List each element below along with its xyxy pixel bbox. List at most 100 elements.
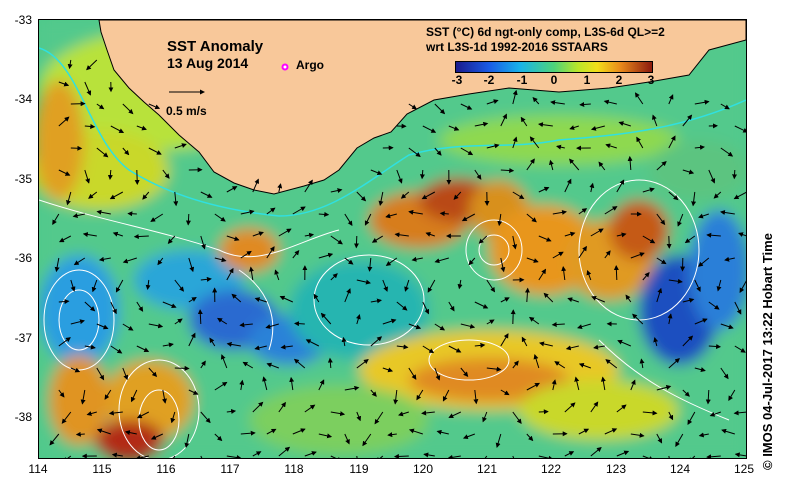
current-vector-arrow	[239, 322, 253, 328]
current-vector-arrow	[375, 455, 384, 458]
current-vector-arrow	[318, 433, 333, 439]
current-vector-arrow	[738, 232, 746, 237]
current-vector-arrow	[462, 433, 475, 440]
current-vector-arrow	[209, 337, 216, 347]
current-vector-arrow	[108, 410, 123, 416]
current-vector-arrow	[569, 158, 580, 171]
current-vector-arrow	[84, 123, 96, 129]
current-vector-arrow	[709, 411, 721, 417]
map-title: SST Anomaly	[167, 38, 264, 55]
current-vector-arrow	[72, 213, 85, 219]
current-vector-arrow	[538, 455, 554, 458]
current-vector-arrow	[200, 360, 206, 369]
current-vector-arrow	[682, 114, 693, 127]
current-vector-arrow	[579, 102, 591, 107]
current-vector-arrow	[421, 410, 435, 416]
current-vector-arrow	[600, 376, 606, 391]
current-vector-arrow	[442, 389, 450, 402]
current-vector-arrow	[512, 455, 515, 458]
current-vector-arrow	[569, 125, 579, 130]
lon-label-115: 115	[92, 462, 112, 476]
current-vector-arrow	[528, 316, 540, 325]
current-vector-arrow	[157, 257, 164, 266]
current-vector-arrow	[52, 213, 60, 225]
current-vector-arrow	[252, 231, 264, 237]
current-vector-arrow	[586, 269, 592, 281]
current-vector-arrow	[604, 206, 618, 215]
product-description-line2: wrt L3S-1d 1992-2016 SSTAARS	[426, 40, 608, 54]
current-vector-arrow	[616, 179, 625, 193]
current-vector-arrow	[104, 389, 112, 400]
current-vector-arrow	[266, 246, 275, 259]
current-vector-arrow	[434, 367, 441, 381]
current-vector-arrow	[482, 411, 488, 423]
current-vector-arrow	[188, 389, 199, 395]
current-vector-arrow	[526, 257, 539, 263]
current-vector-arrow	[500, 167, 515, 173]
current-vector-arrow	[393, 453, 409, 458]
current-vector-arrow	[304, 179, 313, 193]
current-vector-arrow	[400, 191, 410, 199]
current-vector-arrow	[75, 431, 85, 437]
map-canvas	[39, 20, 746, 458]
colorbar-tick: 0	[550, 73, 558, 87]
current-vector-arrow	[91, 279, 98, 293]
current-vector-arrow	[356, 279, 371, 285]
current-vector-arrow	[512, 235, 518, 250]
current-vector-arrow	[356, 411, 362, 422]
current-vector-arrow	[552, 251, 564, 259]
current-vector-arrow	[694, 318, 708, 325]
current-vector-arrow	[604, 250, 611, 259]
current-vector-arrow	[616, 404, 627, 413]
current-vector-arrow	[344, 385, 360, 391]
current-vector-arrow	[318, 211, 330, 217]
current-vector-arrow	[733, 410, 746, 416]
current-vector-arrow	[226, 408, 237, 414]
current-vector-arrow	[344, 433, 350, 445]
current-vector-arrow	[277, 183, 283, 193]
current-vector-arrow	[436, 429, 449, 435]
current-vector-arrow	[355, 314, 361, 325]
current-vector-arrow	[393, 389, 399, 405]
current-vector-arrow	[231, 293, 242, 303]
current-vector-arrow	[173, 191, 179, 207]
current-vector-arrow	[520, 116, 528, 127]
current-vector-arrow	[70, 279, 76, 292]
current-vector-arrow	[652, 114, 658, 127]
imos-credit: © IMOS 04-Jul-2017 13:22 Hobart Time	[760, 233, 775, 470]
current-vector-arrow	[668, 278, 683, 284]
current-vector-arrow	[382, 318, 397, 325]
current-vector-arrow	[526, 382, 540, 391]
current-vector-arrow	[242, 361, 254, 369]
current-vector-arrow	[327, 357, 333, 369]
current-vector-arrow	[174, 365, 190, 371]
current-vector-arrow	[266, 362, 279, 369]
current-vector-arrow	[278, 401, 286, 413]
current-vector-arrow	[394, 232, 409, 238]
current-vector-arrow	[200, 191, 213, 198]
current-vector-arrow	[708, 169, 716, 184]
current-vector-arrow	[136, 345, 150, 353]
current-vector-arrow	[495, 433, 502, 448]
current-vector-arrow	[240, 430, 256, 436]
current-vector-arrow	[656, 213, 666, 226]
current-vector-arrow	[110, 125, 125, 133]
current-vector-arrow	[564, 231, 576, 237]
current-vector-arrow	[136, 411, 150, 419]
current-vector-arrow	[474, 121, 489, 127]
current-vector-arrow	[49, 433, 60, 446]
current-vector-arrow	[262, 376, 268, 391]
current-vector-arrow	[512, 89, 518, 105]
current-vector-arrow	[188, 332, 196, 347]
current-vector-arrow	[150, 213, 164, 222]
current-vector-arrow	[330, 411, 346, 417]
current-vector-arrow	[734, 345, 746, 353]
current-vector-arrow	[184, 433, 190, 448]
current-vector-arrow	[567, 297, 579, 303]
current-vector-arrow	[62, 455, 72, 458]
current-vector-arrow	[109, 191, 124, 200]
lon-label-118: 118	[284, 462, 304, 476]
current-vector-arrow	[292, 250, 300, 259]
current-vector-arrow	[398, 411, 409, 417]
current-vector-arrow	[630, 252, 645, 259]
